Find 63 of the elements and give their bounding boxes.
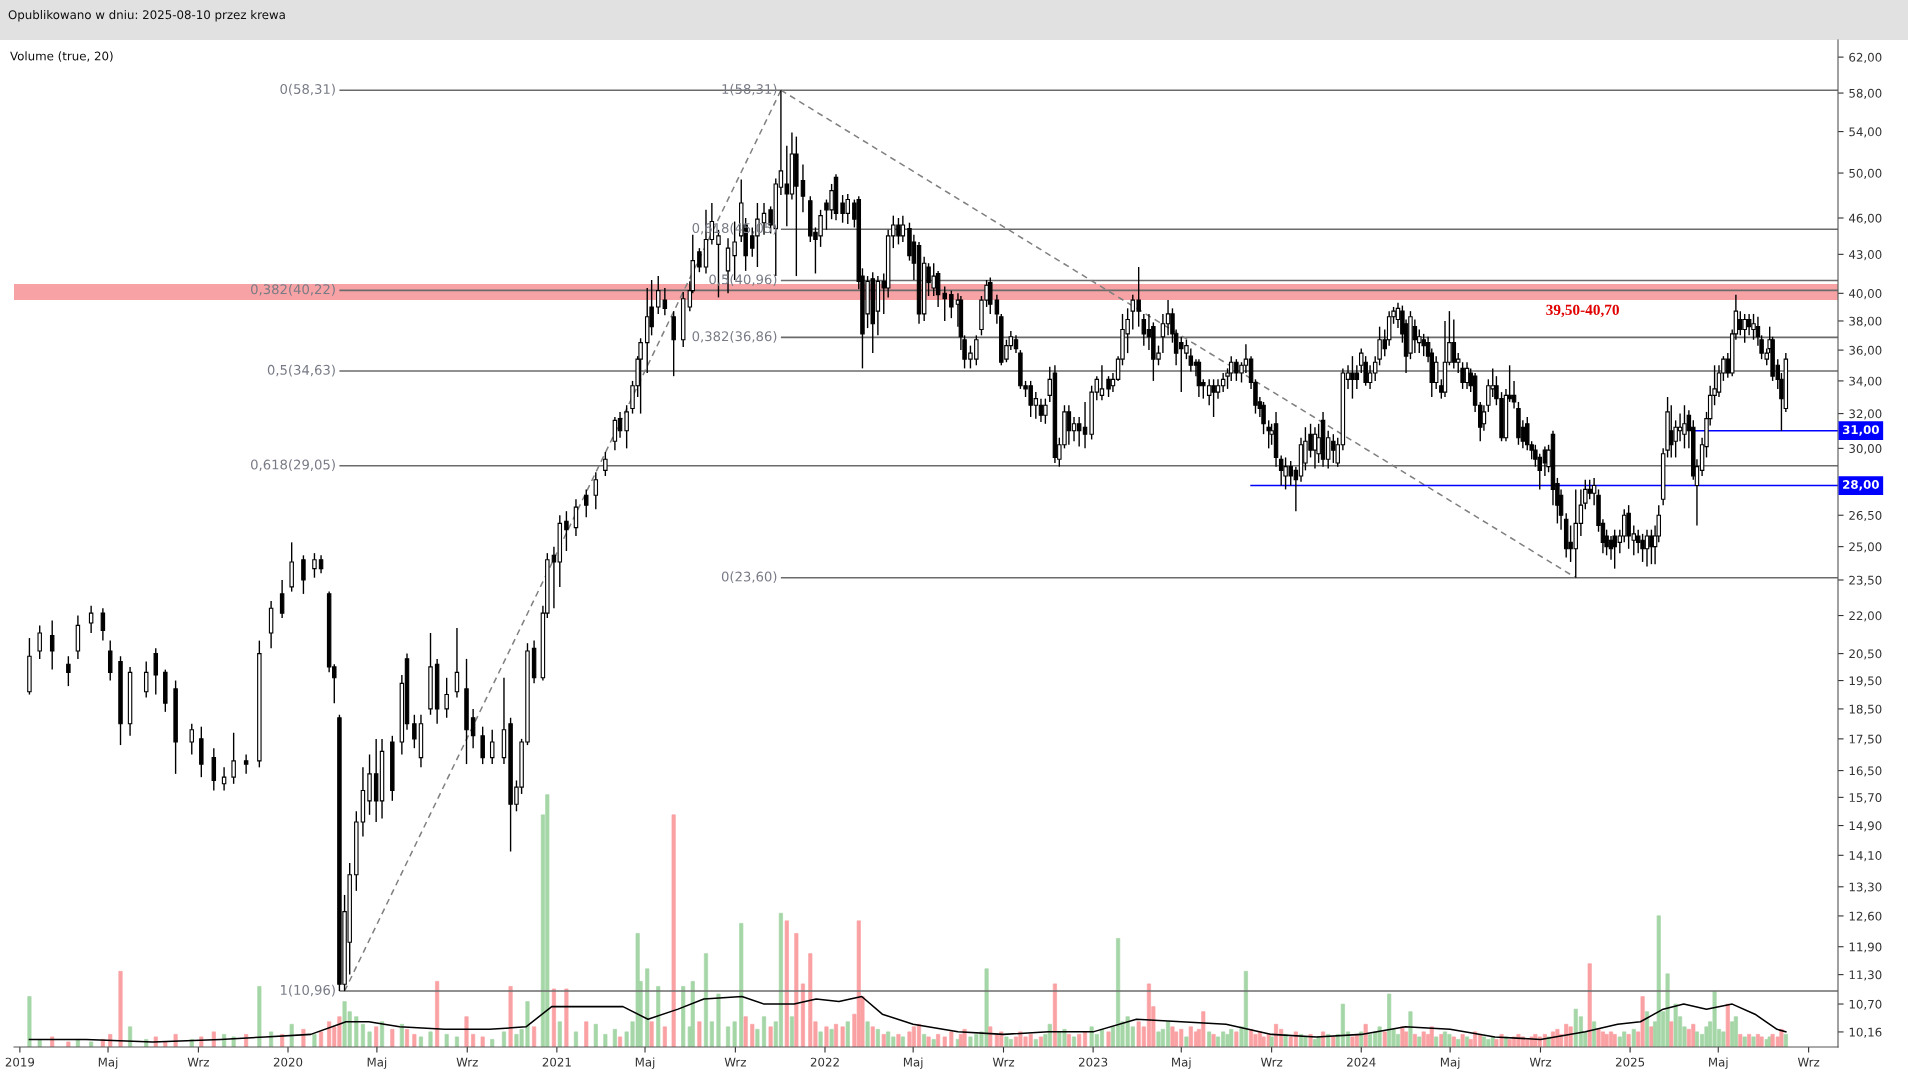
- x-tick-label: Maj: [1172, 1057, 1191, 1069]
- annotation: 1(10,96): [280, 984, 335, 997]
- x-tick-label: Maj: [635, 1057, 655, 1069]
- x-tick-label: Wrz: [992, 1057, 1015, 1067]
- annotation: 0(23,60): [721, 571, 777, 584]
- x-tick-label: 2020: [273, 1057, 303, 1067]
- y-tick-label: 23,50: [1849, 575, 1882, 586]
- y-tick-label: 10,70: [1849, 999, 1882, 1010]
- y-tick-label: 19,50: [1849, 676, 1882, 687]
- x-tick-label: 2021: [542, 1057, 571, 1067]
- annotation: 0(58,31): [280, 83, 335, 96]
- y-tick-label: 20,50: [1849, 649, 1882, 660]
- annotation: 0,618(29,05): [251, 459, 335, 472]
- data-label: 31,00: [1842, 425, 1879, 436]
- y-tick-label: 43,00: [1848, 250, 1882, 261]
- y-tick-label: 30,00: [1849, 444, 1882, 455]
- data-label: 28,00: [1843, 480, 1879, 491]
- y-tick-label: 16,50: [1849, 766, 1882, 777]
- y-tick-label: 10,16: [1849, 1027, 1882, 1038]
- x-tick-label: Maj: [1440, 1057, 1460, 1069]
- x-tick-label: Wrz: [456, 1057, 478, 1067]
- x-tick-label: 2025: [1615, 1057, 1645, 1067]
- y-tick-label: 11,90: [1849, 942, 1882, 953]
- x-tick-label: Maj: [367, 1057, 387, 1069]
- y-tick-label: 58,00: [1849, 88, 1882, 99]
- y-tick-label: 25,00: [1849, 542, 1882, 553]
- x-tick-label: Wrz: [724, 1057, 746, 1067]
- x-tick-label: Maj: [98, 1057, 118, 1069]
- y-tick-label: 34,00: [1849, 376, 1882, 387]
- x-tick-label: Wrz: [1260, 1057, 1283, 1067]
- x-tick-label: Maj: [903, 1057, 923, 1069]
- y-tick-label: 26,50: [1849, 510, 1882, 522]
- y-tick-label: 40,00: [1848, 289, 1882, 300]
- y-tick-label: 46,00: [1848, 213, 1882, 224]
- y-tick-label: 17,50: [1849, 734, 1882, 745]
- y-tick-label: 32,00: [1849, 409, 1882, 420]
- y-tick-label: 15,70: [1849, 793, 1882, 804]
- chart-title: Volume (true, 20): [10, 51, 113, 62]
- annotation: 0,382(36,86): [692, 331, 777, 343]
- x-tick-label: 2022: [810, 1057, 839, 1067]
- x-tick-label: 2024: [1347, 1057, 1376, 1067]
- y-tick-label: 18,50: [1849, 704, 1882, 715]
- y-tick-label: 13,30: [1849, 882, 1882, 893]
- y-tick-label: 14,10: [1849, 851, 1882, 862]
- annotation: 0,5(34,63): [267, 364, 335, 377]
- y-tick-label: 14,90: [1849, 821, 1882, 832]
- y-tick-label: 11,30: [1849, 970, 1882, 981]
- x-tick-label: 2019: [5, 1057, 35, 1067]
- x-tick-label: Wrz: [1797, 1057, 1820, 1067]
- y-tick-label: 50,00: [1849, 168, 1882, 179]
- band-label: 39,50-40,70: [1546, 304, 1619, 318]
- x-tick-label: Wrz: [187, 1057, 209, 1067]
- y-tick-label: 54,00: [1849, 127, 1882, 138]
- y-tick-label: 38,00: [1849, 316, 1882, 327]
- y-tick-label: 22,00: [1849, 611, 1882, 622]
- y-tick-label: 36,00: [1849, 345, 1882, 356]
- x-tick-label: 2023: [1078, 1057, 1108, 1067]
- x-tick-label: Maj: [1709, 1057, 1728, 1069]
- y-tick-label: 62,00: [1849, 52, 1882, 63]
- annotation: 0,382(40,22): [251, 283, 335, 296]
- x-tick-label: Wrz: [1529, 1057, 1552, 1067]
- y-tick-label: 12,60: [1849, 911, 1882, 922]
- chart-title: Opublikowano w dniu: 2025-08-10 przez krewa: [8, 10, 285, 22]
